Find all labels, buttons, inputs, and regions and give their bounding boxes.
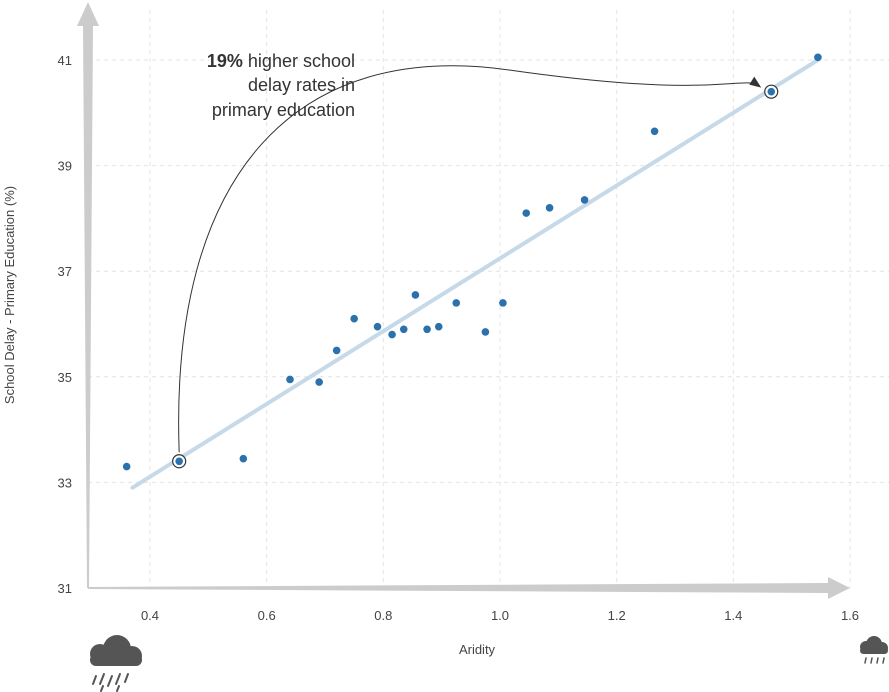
data-point-7: [388, 330, 396, 339]
data-point-1: [239, 454, 248, 463]
grid-lines: [88, 10, 889, 588]
data-point-19: [814, 53, 822, 62]
data-point-3: [315, 378, 323, 386]
annotation-arrowhead: [749, 76, 762, 88]
annotation-arrow: [178, 65, 760, 453]
highlighted-point-0: [172, 454, 187, 469]
highlighted-point-dot-0: [175, 457, 183, 466]
y-tick-label-1: 33: [58, 475, 72, 490]
annotation-line-3: primary education: [212, 100, 355, 120]
x-tick-label-1: 0.6: [258, 608, 276, 623]
x-axis-label: Aridity: [459, 642, 496, 657]
x-tick-label-4: 1.2: [608, 608, 626, 623]
data-point-16: [545, 204, 554, 212]
data-point-14: [499, 299, 507, 307]
data-point-15: [522, 209, 531, 217]
y-tick-label-0: 31: [58, 581, 72, 596]
annotation-percent: 19%: [207, 51, 243, 71]
data-point-18: [650, 127, 659, 136]
x-tick-label-6: 1.6: [841, 608, 859, 623]
data-point-2: [286, 375, 294, 384]
x-tick-label-0: 0.4: [141, 608, 159, 623]
data-point-12: [452, 299, 461, 307]
highlighted-point-dot-1: [767, 87, 776, 96]
x-tick-label-2: 0.8: [374, 608, 392, 623]
x-axis-shaft: [88, 583, 828, 593]
data-point-5: [350, 314, 358, 323]
x-tick-label-3: 1.0: [491, 608, 509, 623]
annotation-line-1-text: higher school: [243, 51, 355, 71]
y-tick-label-4: 39: [58, 159, 72, 174]
data-point-10: [423, 325, 431, 334]
data-point-0: [122, 462, 131, 471]
highlighted-points: [172, 84, 779, 469]
data-point-17: [580, 196, 589, 204]
heavy-rain-cloud-icon: [90, 635, 142, 692]
trend-line: [130, 58, 820, 490]
y-axis-shaft: [83, 26, 93, 588]
data-points: [122, 53, 822, 471]
y-axis-label: School Delay - Primary Education (%): [2, 186, 17, 404]
tick-labels: 0.4 0.6 0.8 1.0 1.2 1.4 1.6 31 33 35 37 39 41: [58, 53, 860, 623]
x-tick-label-5: 1.4: [724, 608, 742, 623]
data-point-8: [399, 325, 408, 334]
data-point-4: [332, 346, 341, 355]
axes: [77, 2, 850, 599]
data-point-11: [434, 322, 443, 331]
data-point-9: [411, 291, 420, 299]
y-tick-label-3: 37: [58, 264, 72, 279]
annotation-line-1: 19% higher school: [207, 51, 355, 71]
data-point-13: [481, 328, 490, 336]
annotation-line-2: delay rates in: [248, 75, 355, 95]
x-axis-arrowhead: [828, 577, 850, 599]
light-rain-cloud-icon: [860, 636, 888, 664]
data-point-6: [373, 322, 382, 331]
y-tick-label-5: 41: [58, 53, 72, 68]
y-tick-label-2: 35: [58, 370, 72, 385]
highlighted-point-1: [764, 84, 779, 99]
y-axis-arrowhead: [77, 2, 99, 26]
